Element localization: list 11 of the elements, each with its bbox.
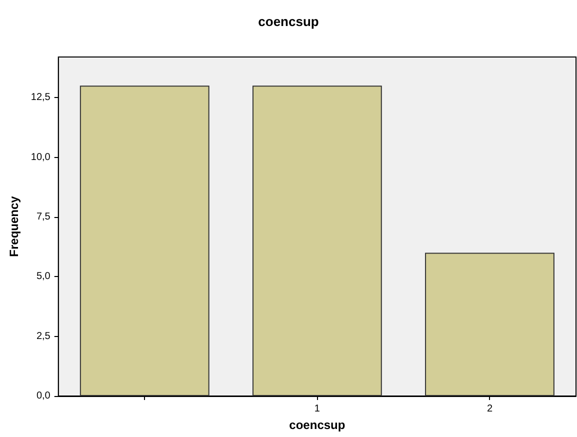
y-axis-title: Frequency xyxy=(7,196,21,257)
y-tick-label: 10,0 xyxy=(30,152,51,163)
x-tick-label: 2 xyxy=(486,404,493,414)
y-tick-label: 5,0 xyxy=(36,271,51,282)
y-tick-label: 0,0 xyxy=(36,390,51,402)
x-tick-label: 1 xyxy=(314,404,320,414)
x-axis-title: coencsup xyxy=(289,418,346,432)
y-tick-label: 7,5 xyxy=(36,211,51,222)
y-tick-label: 12,5 xyxy=(30,92,51,104)
y-tick-label: 2,5 xyxy=(36,330,51,342)
chart-title: coencsup xyxy=(258,14,319,29)
